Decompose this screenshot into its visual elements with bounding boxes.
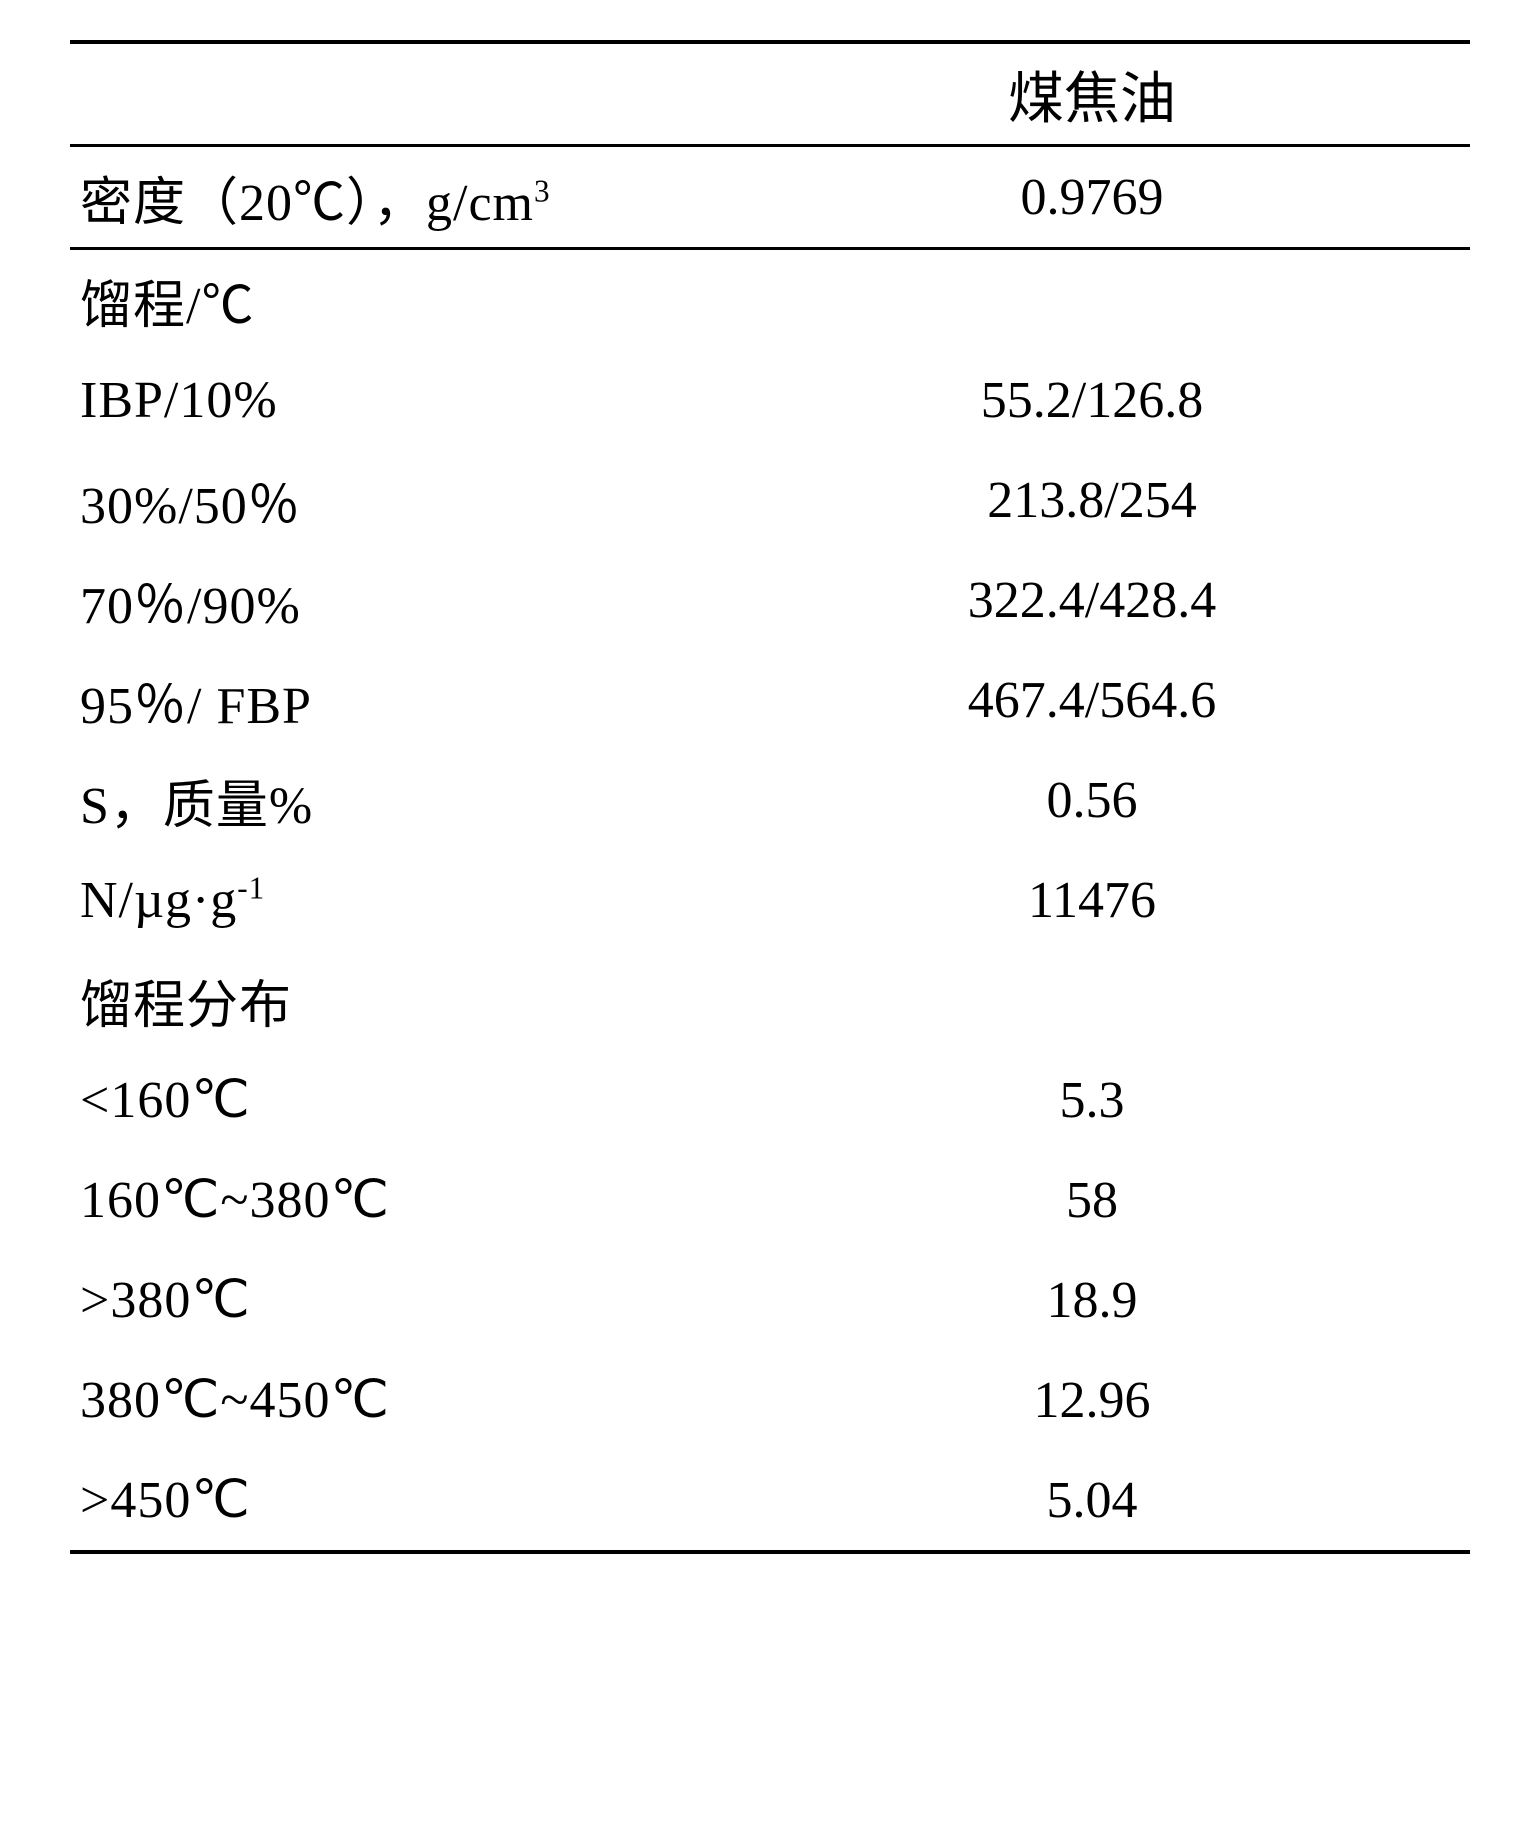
row-value	[714, 249, 1470, 351]
table-row: 馏程分布	[70, 950, 1470, 1050]
table-header-row: 煤焦油	[70, 42, 1470, 146]
row-value: 58	[714, 1150, 1470, 1250]
table-row: 95％/ FBP467.4/564.6	[70, 650, 1470, 750]
header-coal-tar: 煤焦油	[714, 42, 1470, 146]
row-value: 213.8/254	[714, 450, 1470, 550]
row-label: 30%/50％	[70, 450, 714, 550]
table-row: 30%/50％213.8/254	[70, 450, 1470, 550]
table-row: 380℃~450℃12.96	[70, 1350, 1470, 1450]
row-value: 5.3	[714, 1050, 1470, 1150]
row-label: N/µg·g-1	[70, 850, 714, 950]
row-label: 密度（20℃），g/cm3	[70, 146, 714, 249]
table-row: 馏程/℃	[70, 249, 1470, 351]
row-label: 馏程/℃	[70, 249, 714, 351]
row-label: <160℃	[70, 1050, 714, 1150]
table-row: <160℃5.3	[70, 1050, 1470, 1150]
row-value: 467.4/564.6	[714, 650, 1470, 750]
row-label: 95％/ FBP	[70, 650, 714, 750]
row-value: 0.9769	[714, 146, 1470, 249]
table-body: 密度（20℃），g/cm30.9769馏程/℃IBP/10%55.2/126.8…	[70, 146, 1470, 1553]
row-label: IBP/10%	[70, 350, 714, 450]
row-value: 55.2/126.8	[714, 350, 1470, 450]
table-row: IBP/10%55.2/126.8	[70, 350, 1470, 450]
row-label: S，质量%	[70, 750, 714, 850]
table-row: >380℃18.9	[70, 1250, 1470, 1350]
row-label: 70％/90%	[70, 550, 714, 650]
table-row: S，质量%0.56	[70, 750, 1470, 850]
row-value: 0.56	[714, 750, 1470, 850]
row-label: 馏程分布	[70, 950, 714, 1050]
row-value: 322.4/428.4	[714, 550, 1470, 650]
row-label: >380℃	[70, 1250, 714, 1350]
table-row: 70％/90%322.4/428.4	[70, 550, 1470, 650]
row-value: 11476	[714, 850, 1470, 950]
row-value: 5.04	[714, 1450, 1470, 1552]
row-label: >450℃	[70, 1450, 714, 1552]
table-row: 密度（20℃），g/cm30.9769	[70, 146, 1470, 249]
table-row: >450℃5.04	[70, 1450, 1470, 1552]
row-label: 160℃~380℃	[70, 1150, 714, 1250]
row-value	[714, 950, 1470, 1050]
coal-tar-properties-table: 煤焦油 密度（20℃），g/cm30.9769馏程/℃IBP/10%55.2/1…	[70, 40, 1470, 1554]
row-value: 12.96	[714, 1350, 1470, 1450]
row-label: 380℃~450℃	[70, 1350, 714, 1450]
table-row: N/µg·g-111476	[70, 850, 1470, 950]
row-value: 18.9	[714, 1250, 1470, 1350]
table-row: 160℃~380℃58	[70, 1150, 1470, 1250]
header-blank	[70, 42, 714, 146]
